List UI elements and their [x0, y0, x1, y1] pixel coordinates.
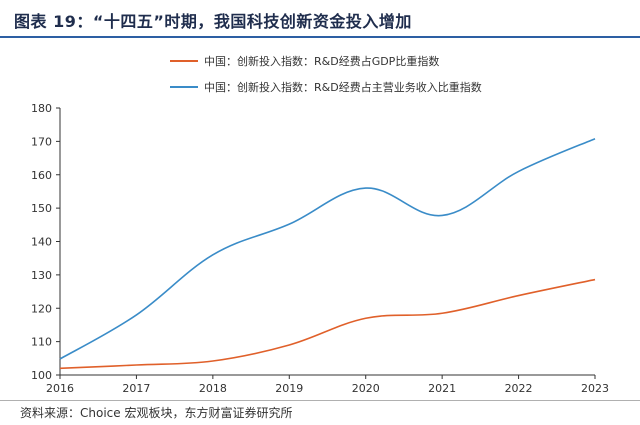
legend-label-rd-revenue: 中国：创新投入指数：R&D经费占主营业务收入比重指数 — [204, 81, 482, 94]
title-divider — [0, 36, 640, 38]
x-tick-label: 2022 — [505, 382, 533, 395]
source-note: 资料来源：Choice 宏观板块，东方财富证券研究所 — [20, 406, 293, 420]
legend-swatch-rd-revenue — [170, 86, 198, 88]
legend-label-rd-gdp: 中国：创新投入指数：R&D经费占GDP比重指数 — [204, 55, 440, 68]
legend: 中国：创新投入指数：R&D经费占GDP比重指数 中国：创新投入指数：R&D经费占… — [170, 48, 482, 100]
y-tick-label: 140 — [31, 236, 52, 249]
x-tick-label: 2019 — [275, 382, 303, 395]
title-bar: 图表 19：“十四五”时期，我国科技创新资金投入增加 — [0, 0, 640, 36]
series-line-rd-gdp — [59, 278, 596, 370]
x-tick-label: 2017 — [122, 382, 150, 395]
source-divider — [0, 400, 640, 401]
y-tick-label: 150 — [31, 202, 52, 215]
legend-item-rd-gdp: 中国：创新投入指数：R&D经费占GDP比重指数 — [170, 48, 482, 74]
x-tick-label: 2023 — [581, 382, 609, 395]
x-tick-label: 2016 — [46, 382, 74, 395]
chart-title: 图表 19：“十四五”时期，我国科技创新资金投入增加 — [14, 12, 412, 31]
x-tick-label: 2020 — [352, 382, 380, 395]
y-tick-label: 180 — [31, 102, 52, 115]
y-tick-label: 130 — [31, 269, 52, 282]
y-tick-label: 110 — [31, 336, 52, 349]
y-tick-label: 120 — [31, 302, 52, 315]
y-tick-label: 170 — [31, 135, 52, 148]
legend-swatch-rd-gdp — [170, 60, 198, 62]
series-line-rd-revenue — [59, 137, 596, 360]
line-chart: 100 110 120 130 140 150 160 170 180 2016 2017 2018 2… — [31, 102, 609, 395]
y-tick-label: 100 — [31, 369, 52, 382]
legend-item-rd-revenue: 中国：创新投入指数：R&D经费占主营业务收入比重指数 — [170, 74, 482, 100]
y-tick-label: 160 — [31, 169, 52, 182]
x-tick-label: 2021 — [428, 382, 456, 395]
x-tick-label: 2018 — [199, 382, 227, 395]
